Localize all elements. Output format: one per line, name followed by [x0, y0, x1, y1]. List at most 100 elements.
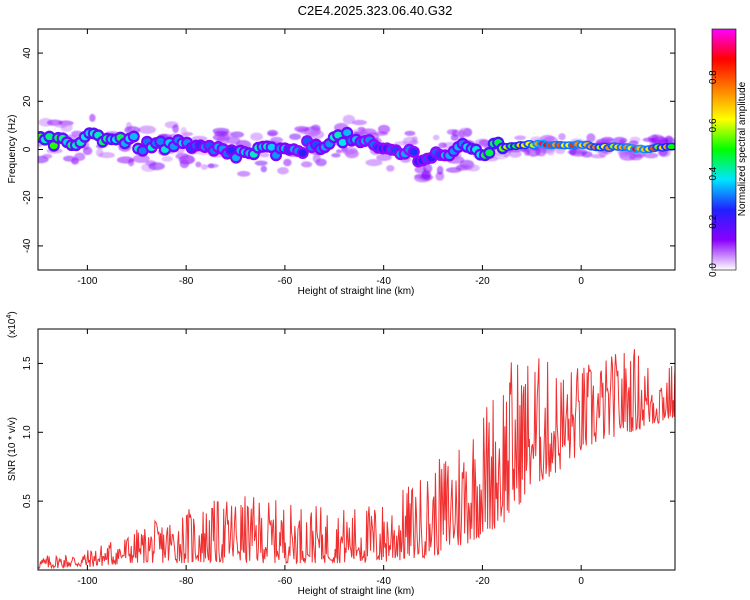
spectrogram-noise-blob [432, 134, 440, 141]
spectrogram-noise-blob [89, 113, 96, 122]
snr-y-scale-base: (x10 [7, 318, 18, 338]
colorbar-tick-label: 0.6 [708, 118, 719, 132]
spectrogram-ridge-core [45, 133, 54, 141]
spectrogram-noise-blob [132, 154, 150, 163]
snr-panel: -100 -80 -60 -40 -20 0 0.5 1.0 1.5 Height of st… [6, 311, 676, 597]
spectrogram-ridge-core [227, 146, 236, 154]
snr-frame [37, 328, 676, 571]
spectrogram-ridge-core [334, 131, 343, 139]
snr-x-label: Height of straight line (km) [298, 586, 415, 597]
spectrogram-ridge-core [343, 129, 352, 137]
spectrogram-noise-blob [591, 154, 606, 159]
spectrogram-noise-blob [214, 130, 229, 137]
snr-x-ticks: -100 -80 -60 -40 -20 0 [77, 329, 584, 587]
snr-y-scale-exp: 4 [6, 315, 13, 319]
spectrogram-noise-blob [377, 124, 391, 134]
y-tick-label: 0 [22, 146, 33, 152]
spectrogram-noise-blob [180, 126, 188, 137]
spectrogram-x-label: Height of straight line (km) [298, 286, 415, 297]
spectrogram-noise-blob [301, 161, 313, 168]
x-tick-label: -40 [376, 276, 391, 287]
spectrogram-noise-blob [336, 149, 342, 154]
spectrogram-noise-blob [277, 167, 289, 175]
spectrogram-noise-blob [467, 164, 480, 172]
x-tick-label: -20 [475, 276, 490, 287]
y-tick-label: 1.5 [22, 356, 33, 370]
spectrogram-noise-blob [436, 165, 444, 175]
spectrogram-noise-blob [55, 123, 65, 128]
spectrogram-noise-blob [642, 137, 656, 143]
spectrogram-noise-blob [342, 114, 355, 125]
spectrogram-noise-blob [116, 156, 135, 164]
spectrogram-noise-blob [331, 153, 341, 158]
spectrogram-panel: -100 -80 -60 -40 -20 0 -40 -20 0 20 40 Height of … [7, 28, 676, 297]
spectrogram-noise-blob [42, 153, 53, 159]
spectrogram-noise-blob [514, 135, 526, 141]
y-tick-label: -20 [22, 190, 33, 205]
spectrogram-ridge-core [409, 148, 418, 156]
spectrogram-noise-blob [250, 132, 263, 141]
colorbar: 0.0 0.2 0.4 0.6 0.8 Normalized spectral ampl… [708, 28, 748, 277]
spectrogram-noise-blob [523, 148, 531, 156]
spectrogram-ridge-core [338, 139, 347, 146]
colorbar-gradient [711, 28, 737, 271]
spectrogram-ridge-core [485, 149, 494, 157]
spectrogram-noise-blob [478, 139, 490, 146]
snr-y-scale-close: ) [7, 311, 18, 314]
spectrogram-noise-blob [526, 147, 541, 157]
colorbar-ticks: 0.0 0.2 0.4 0.6 0.8 [708, 70, 719, 277]
spectrogram-noise-blob [376, 154, 392, 161]
x-tick-label: -60 [278, 576, 293, 587]
y-tick-label: 20 [22, 95, 33, 107]
y-tick-label: 0.5 [22, 494, 33, 508]
snr-series-line [38, 349, 675, 570]
spectrogram-y-ticks: -40 -20 0 20 40 [22, 47, 675, 253]
spectrogram-ridge-core [156, 138, 165, 145]
colorbar-label: Normalized spectral amplitude [737, 81, 748, 216]
spectrogram-noise-blob [226, 136, 241, 145]
snr-y-scale: (x104) [6, 311, 18, 338]
x-tick-label: -80 [179, 276, 194, 287]
spectrogram-ridge-core [298, 149, 307, 157]
colorbar-tick-label: 0.0 [708, 263, 719, 277]
x-tick-label: -20 [475, 576, 490, 587]
spectrogram-noise-blob [558, 133, 566, 141]
y-tick-label: 40 [22, 47, 33, 59]
spectrogram-ridge-core [129, 133, 138, 140]
spectrogram-noise-blob [138, 125, 156, 134]
spectrogram-noise-blob [289, 133, 301, 140]
spectrogram-noise-blob [98, 152, 115, 159]
spectrogram-noise-blob [605, 138, 614, 144]
spectrogram-noise-blob [312, 153, 321, 163]
x-tick-label: -40 [376, 576, 391, 587]
snr-y-ticks: 0.5 1.0 1.5 [22, 356, 675, 508]
spectrogram-noise-blob [207, 163, 219, 168]
spectrogram-noise-blob [351, 119, 367, 126]
spectrogram-noise-blob [283, 158, 292, 167]
x-tick-label: 0 [578, 576, 584, 587]
y-tick-label: -40 [22, 238, 33, 253]
snr-y-scale-label: (x104) [6, 311, 18, 338]
spectrogram-noise-blob [260, 165, 267, 173]
spectrogram-noise-blob [172, 124, 179, 133]
spectrogram-noise-blob [148, 162, 165, 171]
spectrogram-noise-blob [446, 167, 462, 173]
spectrogram-noise-blob [270, 136, 283, 143]
spectrogram-noise-blob [267, 131, 277, 136]
y-tick-label: 1.0 [22, 425, 33, 439]
spectrogram-noise-blob [294, 125, 310, 132]
spectrogram-noise-blob [259, 152, 270, 158]
spectrogram-noise-blob [161, 156, 173, 162]
x-tick-label: -60 [278, 276, 293, 287]
spectrogram-ridge-core [267, 143, 276, 151]
spectrogram-noise-blob [341, 146, 358, 155]
spectrogram-x-ticks: -100 -80 -60 -40 -20 0 [77, 29, 584, 287]
spectrogram-noise-blob [237, 170, 251, 177]
spectrogram-noise-blob [643, 152, 659, 159]
spectrogram-noise-blob [365, 159, 383, 167]
spectrogram-noise-blob [664, 135, 673, 144]
spectrogram-noise-blob [404, 130, 416, 136]
x-tick-label: -100 [77, 276, 97, 287]
spectrogram-heatmap [38, 113, 675, 183]
